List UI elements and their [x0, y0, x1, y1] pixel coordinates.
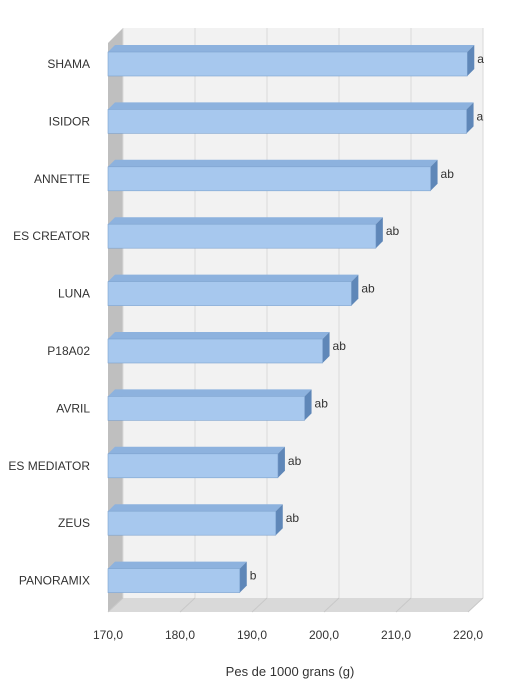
bar	[107, 561, 247, 593]
bar-top	[108, 102, 474, 110]
x-axis-title: Pes de 1000 grans (g)	[226, 664, 355, 679]
bar-top	[108, 217, 383, 225]
bar-front	[107, 510, 277, 536]
data-label: a	[477, 109, 484, 123]
category-label: ES CREATOR	[13, 229, 90, 243]
floor-gridline	[179, 597, 196, 613]
bar-top	[108, 274, 359, 282]
data-label: ab	[288, 454, 302, 468]
bar-top	[108, 561, 247, 569]
floor-gridline	[467, 597, 484, 613]
bar-front	[107, 338, 323, 364]
floor-gridline	[251, 597, 268, 613]
x-tick-label: 190,0	[237, 628, 267, 642]
category-label: SHAMA	[47, 57, 90, 71]
floor-gridline	[107, 597, 124, 613]
bar-side	[375, 217, 383, 249]
category-label: ISIDOR	[49, 114, 91, 128]
bar-front	[107, 223, 377, 249]
category-label: ANNETTE	[34, 172, 90, 186]
data-label: ab	[441, 167, 455, 181]
x-tick-labels: 170,0 180,0 190,0 200,0 210,0 220,0	[93, 628, 483, 642]
bar-front	[107, 281, 352, 306]
bar-front	[107, 568, 241, 593]
data-labels: a a ab ab ab ab ab ab ab b	[250, 52, 485, 583]
data-label: ab	[361, 282, 375, 296]
category-label: PANORAMIX	[19, 574, 90, 588]
data-label: ab	[386, 224, 400, 238]
data-label: ab	[315, 396, 329, 410]
bar-side	[239, 561, 247, 593]
bar-top	[108, 389, 312, 397]
bar-side	[275, 504, 283, 536]
bar-front	[107, 396, 305, 421]
bar-front	[107, 109, 467, 134]
x-tick-label: 170,0	[93, 628, 123, 642]
x-tick-label: 210,0	[381, 628, 411, 642]
bar-top	[108, 446, 285, 454]
category-label: LUNA	[58, 287, 90, 301]
bar	[107, 159, 438, 192]
bar	[107, 274, 359, 306]
category-label: AVRIL	[56, 401, 90, 415]
bar-top	[108, 159, 438, 167]
bar-side	[322, 332, 330, 363]
category-label: ES MEDIATOR	[8, 459, 90, 473]
bar-side	[277, 446, 285, 478]
data-label: b	[250, 569, 257, 583]
bar	[107, 389, 312, 421]
bar-side	[466, 102, 474, 134]
bar-top	[108, 332, 330, 339]
data-label: ab	[333, 339, 347, 353]
floor-gridline	[323, 597, 340, 613]
bar-front	[107, 453, 279, 479]
category-labels: SHAMA ISIDOR ANNETTE ES CREATOR LUNA P18A02 AV…	[8, 57, 90, 588]
bar	[107, 102, 474, 134]
bar	[107, 217, 383, 249]
data-label: a	[477, 52, 484, 66]
bar-side	[304, 389, 312, 421]
bar-side	[430, 159, 438, 191]
bar-top	[108, 45, 475, 52]
bar-front	[107, 166, 431, 192]
bar-side	[467, 45, 475, 76]
x-tick-label: 180,0	[165, 628, 195, 642]
x-tick-label: 200,0	[309, 628, 339, 642]
bar-side	[351, 274, 359, 306]
bar	[107, 504, 283, 536]
floor-gridline	[395, 597, 412, 613]
bar	[107, 332, 330, 364]
floor	[108, 598, 483, 612]
bars	[107, 45, 475, 593]
bar-front	[107, 51, 468, 77]
category-label: P18A02	[47, 344, 90, 358]
bar	[107, 446, 285, 479]
bar	[107, 45, 475, 77]
category-label: ZEUS	[58, 516, 90, 530]
data-label: ab	[286, 511, 300, 525]
x-tick-label: 220,0	[453, 628, 483, 642]
bar-top	[108, 504, 283, 512]
